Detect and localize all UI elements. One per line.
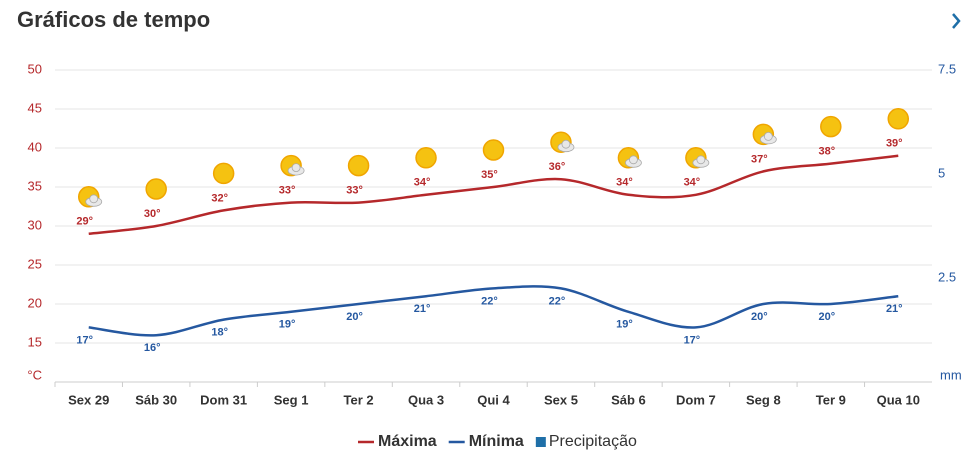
y-tick-label: 35 xyxy=(28,178,42,193)
weather-icon xyxy=(347,154,370,177)
data-label: 29° xyxy=(76,216,93,228)
data-label: 32° xyxy=(211,192,228,204)
x-tick-label: Ter 2 xyxy=(344,392,374,407)
x-tick-label: Qua 10 xyxy=(877,392,920,407)
y-axis-label: °C xyxy=(27,367,42,382)
x-tick-label: Sex 29 xyxy=(68,392,109,407)
data-label: 34° xyxy=(616,177,633,189)
sun xyxy=(887,108,910,130)
sun xyxy=(820,115,842,138)
data-label: 20° xyxy=(751,311,768,323)
data-label: 21° xyxy=(414,303,431,315)
data-label: 36° xyxy=(549,161,566,173)
data-label: 20° xyxy=(346,311,363,323)
y2-tick-label: 7.5 xyxy=(938,61,956,76)
weather-icon xyxy=(820,115,842,138)
data-label: 16° xyxy=(144,342,161,354)
y2-tick-label: 2.5 xyxy=(938,269,956,284)
y-tick-label: 50 xyxy=(28,61,42,76)
data-label: 22° xyxy=(549,295,566,307)
data-label: 39° xyxy=(886,138,903,150)
data-label: 34° xyxy=(684,177,701,189)
sun xyxy=(145,178,167,200)
weather-icon xyxy=(617,147,642,169)
data-label: 37° xyxy=(751,153,768,165)
cloud xyxy=(696,155,706,165)
y2-tick-label: 5 xyxy=(938,165,945,180)
weather-icon xyxy=(212,162,235,185)
series-line xyxy=(88,285,899,337)
data-label: 34° xyxy=(414,177,431,189)
cloud xyxy=(629,155,638,165)
cloud xyxy=(561,139,571,149)
y-tick-label: 45 xyxy=(28,100,42,115)
chart-title: Gráficos de tempo xyxy=(17,7,210,32)
cloud xyxy=(763,131,773,141)
series-line xyxy=(88,154,899,236)
x-tick-label: Sáb 6 xyxy=(611,392,646,407)
weather-icon xyxy=(77,186,103,208)
cloud xyxy=(89,194,99,204)
data-label: 20° xyxy=(818,311,835,323)
y-tick-label: 20 xyxy=(28,295,42,310)
data-label: 22° xyxy=(481,295,498,307)
legend-label: Máxima xyxy=(378,433,437,450)
data-label: 17° xyxy=(76,334,93,346)
weather-icon xyxy=(280,154,305,177)
data-label: 30° xyxy=(144,208,161,220)
data-label: 18° xyxy=(211,327,228,339)
cloud xyxy=(291,163,301,173)
y-tick-label: 15 xyxy=(28,334,42,349)
weather-icon xyxy=(887,108,910,130)
data-label: 19° xyxy=(616,319,633,331)
x-tick-label: Seg 1 xyxy=(274,392,309,407)
weather-icon xyxy=(685,147,710,169)
data-label: 17° xyxy=(684,334,701,346)
x-tick-label: Sáb 30 xyxy=(135,392,177,407)
data-label: 19° xyxy=(279,319,296,331)
x-tick-label: Ter 9 xyxy=(816,392,846,407)
y2-axis-label: mm xyxy=(940,367,962,382)
x-tick-label: Qui 4 xyxy=(477,392,510,407)
sun xyxy=(347,154,370,177)
x-tick-label: Qua 3 xyxy=(408,392,444,407)
data-label: 21° xyxy=(886,303,903,315)
data-label: 38° xyxy=(818,146,835,158)
legend-label: Mínima xyxy=(469,433,524,450)
weather-icon xyxy=(482,139,505,161)
weather-icon xyxy=(415,147,437,169)
data-label: 33° xyxy=(346,185,363,197)
x-tick-label: Dom 31 xyxy=(200,392,247,407)
y-tick-label: 40 xyxy=(28,139,42,154)
data-label: 35° xyxy=(481,169,498,181)
legend-swatch xyxy=(535,437,546,447)
weather-icon xyxy=(752,123,777,146)
data-label: 33° xyxy=(279,185,296,197)
x-tick-label: Seg 8 xyxy=(746,392,781,407)
x-tick-label: Dom 7 xyxy=(676,392,716,407)
weather-icon xyxy=(550,131,575,153)
y-tick-label: 30 xyxy=(28,217,42,232)
weather-icon xyxy=(145,178,167,200)
legend: Máxima Mínima Precipitação xyxy=(358,433,637,450)
x-tick-label: Sex 5 xyxy=(544,392,578,407)
sun xyxy=(212,162,235,185)
sun xyxy=(415,147,437,169)
y-tick-label: 25 xyxy=(28,256,42,271)
sun xyxy=(482,139,505,161)
legend-label: Precipitação xyxy=(549,433,637,450)
next-arrow[interactable] xyxy=(952,13,961,29)
